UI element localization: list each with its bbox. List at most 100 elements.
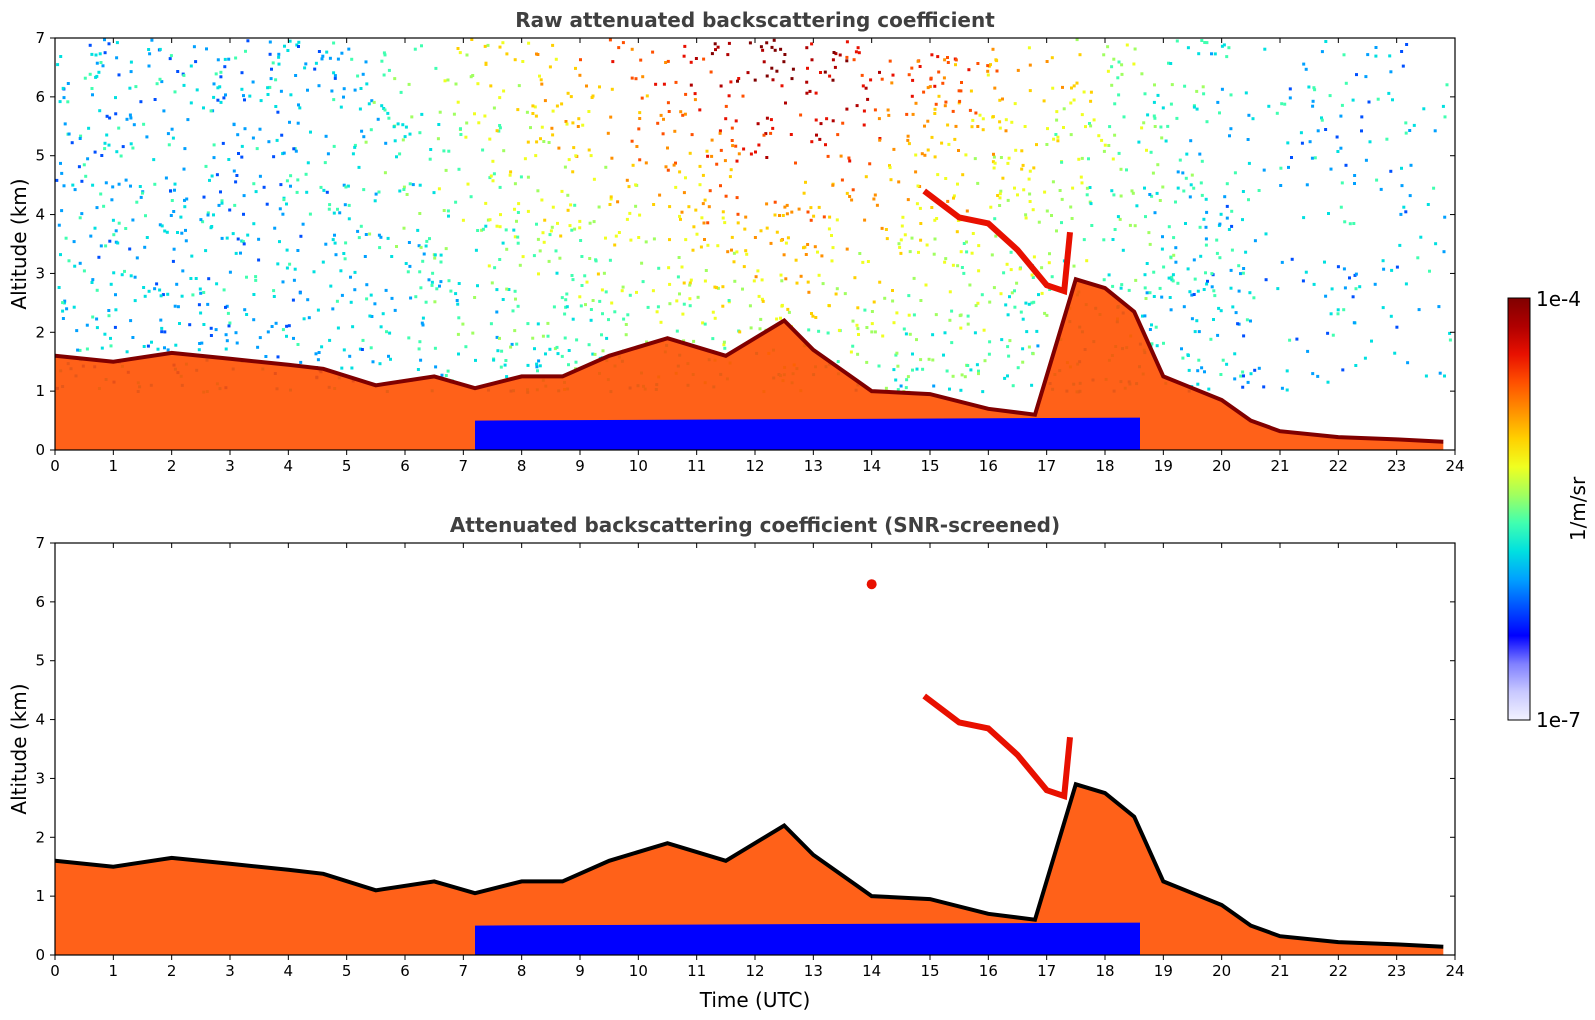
noise-pixel bbox=[1324, 40, 1328, 43]
noise-pixel bbox=[268, 40, 272, 44]
noise-pixel bbox=[390, 255, 394, 258]
noise-pixel bbox=[368, 232, 372, 236]
noise-pixel bbox=[306, 298, 310, 302]
noise-pixel bbox=[484, 224, 488, 228]
noise-pixel bbox=[574, 66, 577, 70]
noise-pixel bbox=[1304, 67, 1308, 71]
noise-pixel bbox=[112, 233, 116, 237]
noise-pixel bbox=[461, 322, 465, 326]
noise-pixel bbox=[888, 166, 892, 170]
noise-pixel bbox=[919, 222, 923, 225]
noise-pixel bbox=[1082, 238, 1086, 242]
noise-pixel bbox=[202, 323, 206, 326]
noise-pixel bbox=[957, 89, 961, 93]
noise-pixel bbox=[1213, 294, 1217, 298]
noise-pixel bbox=[1006, 313, 1010, 317]
noise-pixel bbox=[293, 267, 297, 271]
noise-pixel bbox=[946, 199, 950, 203]
noise-pixel bbox=[396, 122, 400, 126]
noise-pixel bbox=[1311, 99, 1315, 103]
noise-pixel bbox=[217, 203, 221, 207]
noise-pixel bbox=[596, 272, 600, 276]
noise-pixel bbox=[1078, 53, 1082, 57]
noise-pixel bbox=[155, 82, 159, 86]
noise-pixel bbox=[316, 358, 320, 362]
noise-pixel bbox=[329, 284, 333, 288]
noise-pixel bbox=[1161, 185, 1165, 189]
noise-pixel bbox=[701, 321, 705, 325]
noise-pixel bbox=[1133, 47, 1137, 51]
noise-pixel bbox=[986, 64, 990, 68]
noise-pixel bbox=[757, 143, 761, 147]
noise-pixel bbox=[1087, 157, 1090, 161]
noise-pixel bbox=[128, 247, 132, 251]
noise-pixel bbox=[117, 221, 121, 225]
noise-pixel bbox=[1215, 251, 1219, 255]
noise-pixel bbox=[1229, 93, 1233, 97]
noise-pixel bbox=[316, 308, 320, 312]
noise-pixel bbox=[1186, 353, 1190, 357]
noise-pixel bbox=[828, 74, 832, 78]
noise-pixel bbox=[163, 330, 167, 334]
noise-pixel bbox=[1438, 371, 1442, 375]
noise-pixel bbox=[864, 86, 868, 90]
noise-pixel bbox=[142, 122, 146, 126]
noise-pixel bbox=[864, 175, 868, 179]
noise-pixel bbox=[597, 205, 601, 209]
noise-pixel bbox=[133, 275, 137, 279]
noise-pixel bbox=[1363, 356, 1367, 360]
noise-pixel bbox=[930, 135, 934, 139]
noise-pixel bbox=[858, 252, 862, 255]
noise-pixel bbox=[1408, 194, 1412, 198]
noise-pixel bbox=[481, 148, 485, 152]
noise-pixel bbox=[940, 141, 944, 145]
noise-pixel bbox=[57, 223, 61, 227]
noise-pixel bbox=[784, 277, 788, 281]
y-tick-label: 5 bbox=[35, 147, 45, 165]
noise-pixel bbox=[737, 152, 741, 156]
noise-pixel bbox=[428, 237, 431, 241]
noise-pixel bbox=[718, 129, 722, 133]
noise-pixel bbox=[601, 312, 604, 316]
noise-pixel bbox=[836, 360, 840, 364]
noise-pixel bbox=[483, 44, 487, 48]
noise-pixel bbox=[638, 158, 642, 162]
noise-pixel bbox=[268, 52, 272, 56]
noise-pixel bbox=[598, 85, 601, 89]
noise-pixel bbox=[852, 58, 856, 62]
noise-pixel bbox=[275, 138, 279, 142]
noise-pixel bbox=[1175, 39, 1179, 43]
noise-pixel bbox=[182, 83, 186, 87]
noise-pixel bbox=[1288, 338, 1292, 342]
noise-pixel bbox=[773, 48, 777, 52]
noise-pixel bbox=[1368, 140, 1372, 144]
noise-pixel bbox=[1280, 260, 1284, 264]
noise-pixel bbox=[1190, 293, 1194, 297]
noise-pixel bbox=[128, 86, 132, 90]
noise-pixel bbox=[674, 185, 678, 189]
noise-pixel bbox=[373, 199, 377, 203]
noise-pixel bbox=[285, 179, 289, 183]
noise-pixel bbox=[994, 234, 998, 238]
noise-pixel bbox=[753, 78, 757, 82]
noise-pixel bbox=[1203, 370, 1206, 374]
noise-pixel bbox=[832, 51, 836, 54]
noise-pixel bbox=[1030, 273, 1034, 277]
noise-pixel bbox=[144, 214, 147, 218]
noise-pixel bbox=[380, 104, 384, 108]
noise-pixel bbox=[501, 41, 505, 45]
noise-pixel bbox=[1045, 313, 1049, 317]
noise-pixel bbox=[133, 299, 137, 303]
noise-pixel bbox=[111, 185, 115, 189]
noise-pixel bbox=[1209, 337, 1213, 341]
noise-pixel bbox=[210, 174, 214, 178]
noise-pixel bbox=[721, 304, 725, 308]
noise-pixel bbox=[197, 348, 201, 352]
noise-pixel bbox=[914, 101, 918, 105]
noise-pixel bbox=[443, 79, 447, 83]
noise-pixel bbox=[927, 357, 931, 361]
noise-pixel bbox=[608, 203, 612, 206]
noise-pixel bbox=[799, 274, 803, 278]
noise-pixel bbox=[105, 114, 109, 118]
noise-pixel bbox=[1160, 295, 1164, 299]
